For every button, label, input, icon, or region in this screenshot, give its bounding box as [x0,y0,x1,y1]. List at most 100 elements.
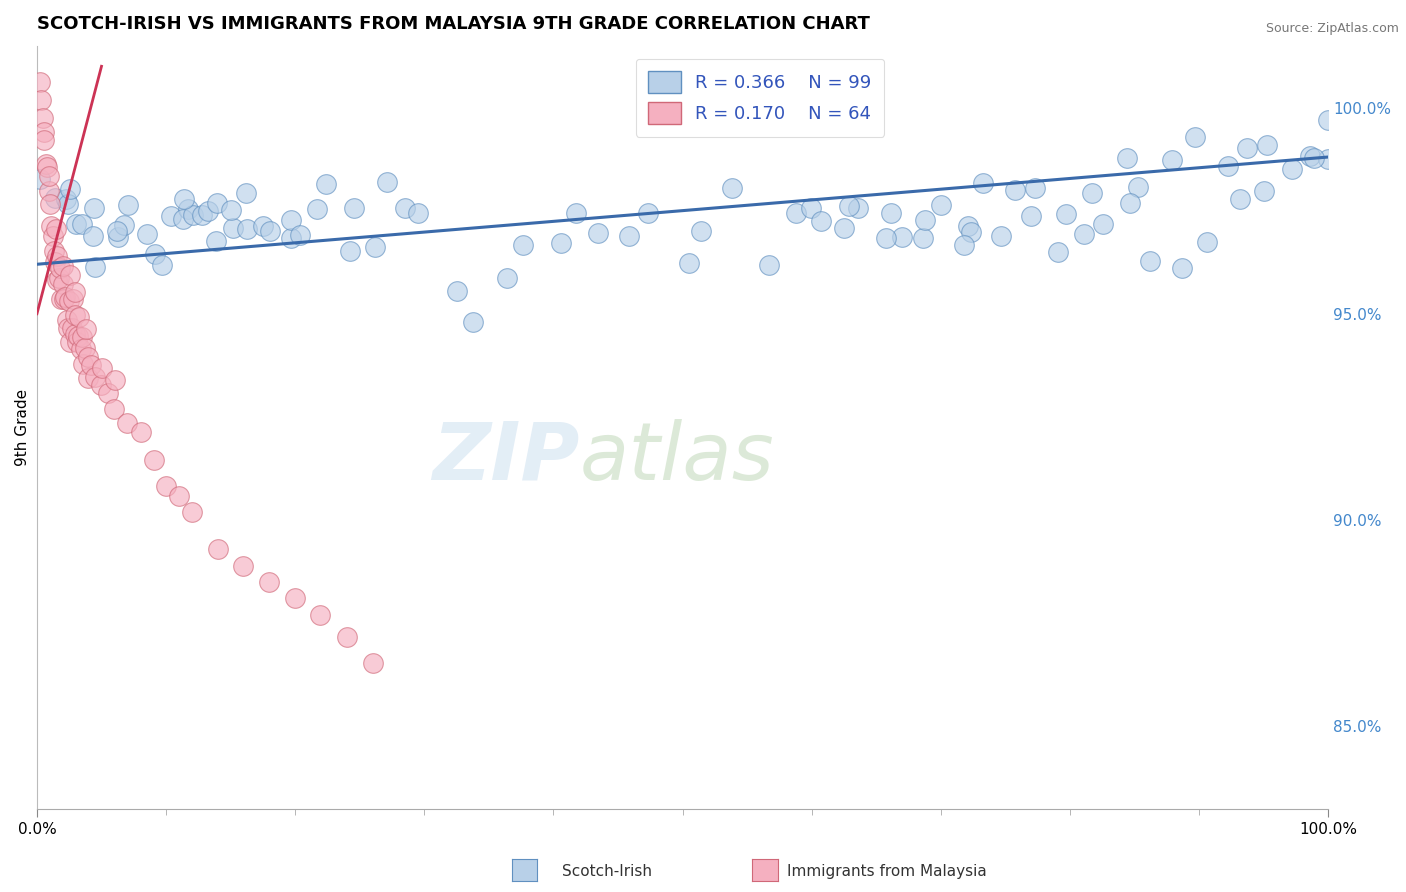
Point [361,656,384,670]
Point [176,202,198,216]
Point [280,231,302,245]
Point [1171,260,1194,275]
Point [1054,207,1077,221]
Point [82,229,104,244]
Point [1299,149,1322,163]
Point [181,208,204,222]
Point [59,334,82,349]
Point [39,197,62,211]
Point [173,192,195,206]
Point [207,541,229,556]
Point [846,201,869,215]
Point [875,231,897,245]
Point [957,219,980,234]
Point [284,591,307,605]
Text: Source: ZipAtlas.com: Source: ZipAtlas.com [1265,22,1399,36]
Point [1216,159,1239,173]
Point [339,244,361,258]
Point [1092,218,1115,232]
Point [56,313,79,327]
Text: Scotch-Irish: Scotch-Irish [562,864,652,879]
Point [75,321,97,335]
Point [890,230,912,244]
Y-axis label: 9th Grade: 9th Grade [15,389,30,466]
Point [1317,153,1340,167]
Point [72,358,94,372]
Point [838,198,860,212]
Point [678,256,700,270]
Point [690,224,713,238]
Point [112,219,135,233]
Point [172,211,194,226]
Point [259,575,281,590]
Point [44,254,66,268]
Point [1126,179,1149,194]
Point [336,630,359,644]
Point [252,219,274,233]
Point [28,75,51,89]
Point [309,608,332,623]
Point [1019,209,1042,223]
Point [1119,195,1142,210]
Point [67,328,90,343]
Point [461,315,484,329]
Legend: R = 0.366    N = 99, R = 0.170    N = 64: R = 0.366 N = 99, R = 0.170 N = 64 [636,59,884,136]
Point [48,270,70,285]
Point [52,259,75,273]
Point [880,206,903,220]
Point [1302,152,1324,166]
Point [1229,192,1251,206]
Point [150,258,173,272]
Point [197,204,219,219]
Point [364,240,387,254]
Point [952,238,974,252]
Point [1047,245,1070,260]
Point [42,244,65,259]
Point [44,191,66,205]
Point [1081,186,1104,200]
Point [288,228,311,243]
Point [56,321,79,335]
Point [1139,254,1161,268]
Text: SCOTCH-IRISH VS IMMIGRANTS FROM MALAYSIA 9TH GRADE CORRELATION CHART: SCOTCH-IRISH VS IMMIGRANTS FROM MALAYSIA… [37,15,870,33]
Point [90,378,112,392]
Point [52,277,75,291]
Point [343,202,366,216]
Point [785,206,807,220]
Point [564,206,586,220]
Point [512,238,534,252]
Point [914,213,936,227]
Point [104,373,127,387]
Point [49,260,72,275]
Point [720,180,742,194]
Point [129,425,152,440]
Point [83,260,105,275]
Point [145,247,167,261]
Text: ZIP: ZIP [432,418,579,497]
Point [205,195,228,210]
Point [55,192,77,206]
Point [59,182,82,196]
Point [28,172,51,186]
Point [810,214,832,228]
Point [105,224,128,238]
Point [1184,130,1206,145]
Point [45,249,67,263]
Point [65,308,87,322]
Point [191,208,214,222]
Point [1160,153,1182,167]
Point [990,229,1012,244]
Point [1195,235,1218,249]
Point [32,125,55,139]
Point [159,209,181,223]
Point [83,201,105,215]
Point [1253,184,1275,198]
Point [135,227,157,242]
Point [32,132,55,146]
Point [38,184,60,198]
Point [142,453,165,467]
Point [59,268,82,282]
Point [1073,227,1095,241]
Point [103,401,125,416]
Point [232,558,254,573]
